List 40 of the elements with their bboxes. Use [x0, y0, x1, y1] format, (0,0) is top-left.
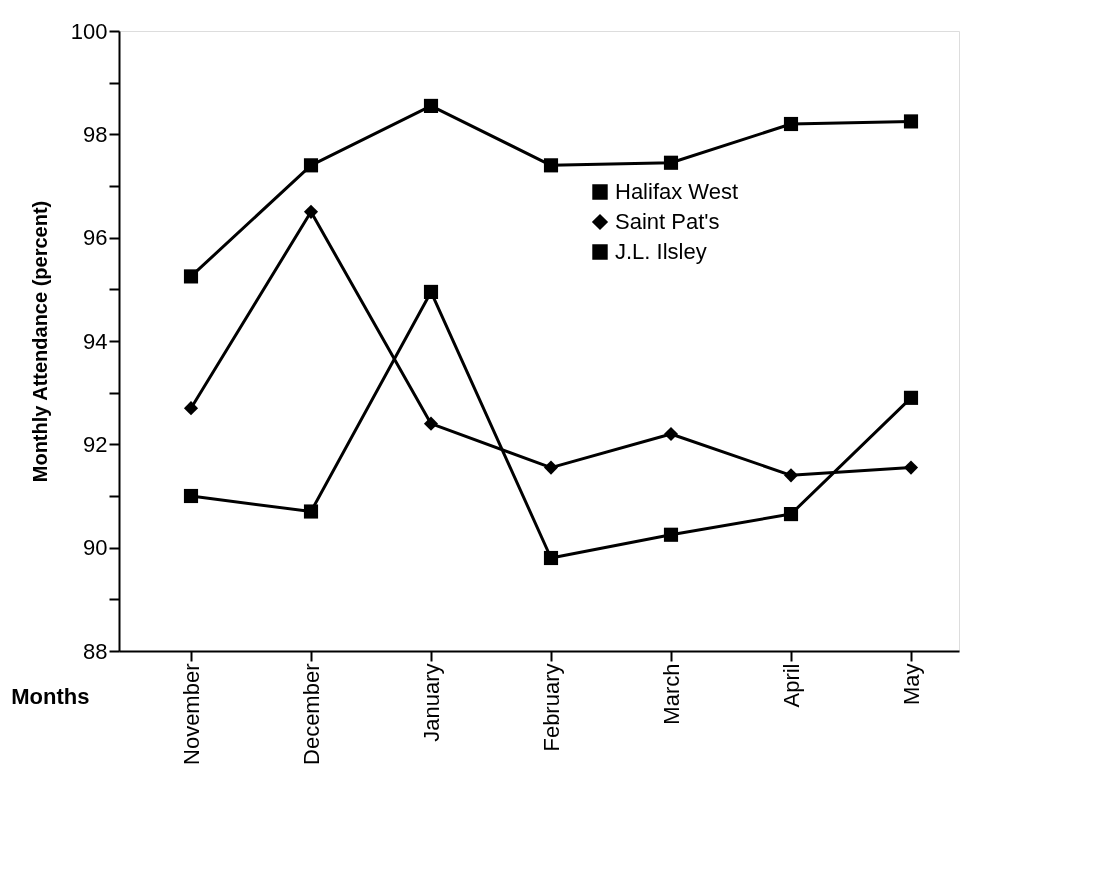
point [423, 284, 439, 299]
point [303, 158, 319, 173]
y-tick-label: 94 [83, 328, 108, 354]
point [663, 155, 679, 170]
point [183, 401, 199, 416]
legend-label: Halifax West [615, 179, 739, 204]
y-tick-label: 98 [83, 121, 108, 147]
y-tick-label: 92 [83, 431, 108, 457]
point [663, 426, 679, 442]
point [423, 98, 439, 113]
y-tick-label: 96 [83, 225, 108, 251]
x-tick-label: November [178, 663, 204, 765]
y-tick-label: 90 [83, 535, 108, 561]
point [183, 269, 199, 284]
legend-label: J.L. Ilsley [615, 239, 707, 264]
x-tick-label: January [418, 663, 444, 742]
point [783, 116, 799, 132]
point [303, 204, 319, 219]
point [903, 114, 919, 129]
point [783, 468, 799, 483]
y-tick-label: 88 [83, 638, 108, 664]
x-axis-title: Months [11, 683, 90, 709]
x-tick-label: May [898, 663, 924, 706]
x-tick-label: December [298, 663, 324, 765]
point [783, 507, 799, 522]
point [183, 488, 199, 504]
point [663, 527, 679, 542]
x-tick-label: March [658, 663, 684, 725]
x-tick-label: February [538, 663, 564, 752]
point [423, 416, 439, 431]
point [303, 504, 319, 519]
point [543, 460, 559, 475]
y-axis-title: Monthly Attendance (percent) [28, 200, 51, 483]
x-tick-label: April [778, 663, 804, 708]
point [903, 390, 919, 405]
point [543, 158, 559, 173]
legend-label: Saint Pat's [615, 209, 720, 234]
point [543, 550, 559, 566]
point [903, 460, 919, 475]
y-tick-label: 100 [70, 18, 108, 44]
